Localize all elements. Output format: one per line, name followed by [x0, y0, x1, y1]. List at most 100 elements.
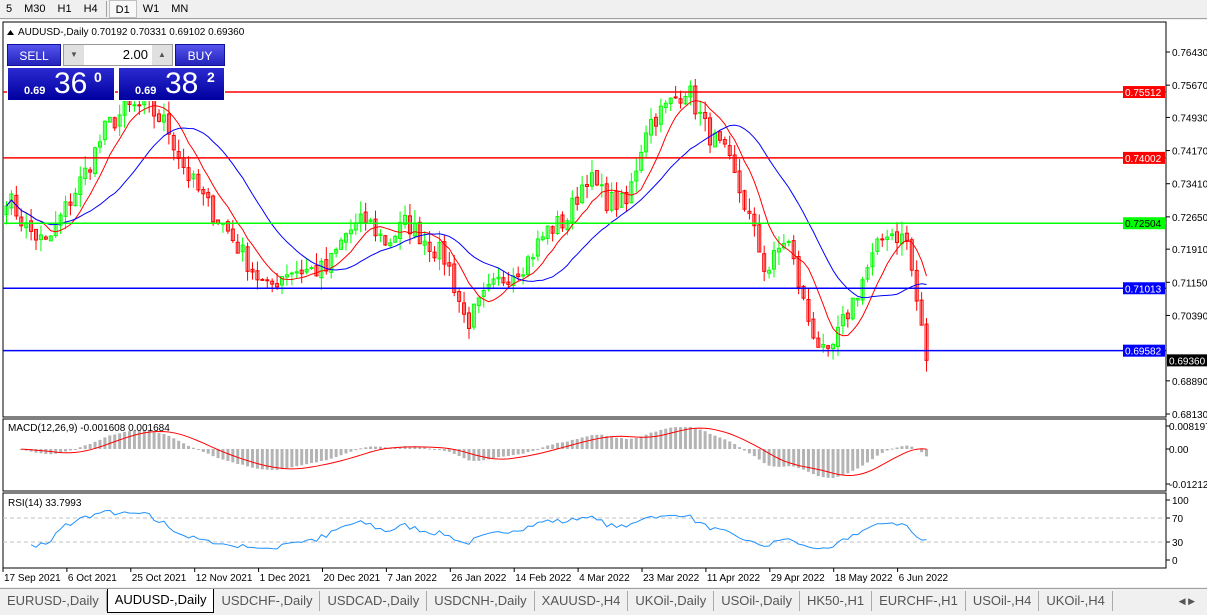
date-axis-label: 7 Jan 2022	[387, 573, 437, 584]
macd-bar	[797, 449, 801, 469]
lot-size-input[interactable]: 2.00	[122, 47, 148, 62]
chart-tab[interactable]: USDCHF-,Daily	[214, 591, 321, 611]
macd-bar	[610, 436, 614, 449]
moving-average-slow	[6, 124, 927, 299]
date-axis-label: 6 Jun 2022	[899, 573, 949, 584]
price-axis-label: 0.74930	[1172, 113, 1207, 124]
candle-body	[186, 167, 191, 181]
chart-tab[interactable]: USOil-,H4	[966, 591, 1040, 611]
sell-button[interactable]: SELL	[7, 44, 61, 66]
timeframe-d1[interactable]: D1	[108, 0, 137, 18]
candle-body	[649, 118, 654, 136]
candle-body	[275, 283, 280, 288]
lot-size-stepper[interactable]: ▼ 2.00 ▲	[63, 44, 173, 66]
macd-bar	[497, 449, 500, 458]
macd-bar	[866, 449, 869, 463]
timeframe-h1[interactable]: H1	[57, 3, 72, 15]
chart-tab[interactable]: XAUUSD-,H4	[535, 591, 629, 611]
macd-signal-line	[21, 427, 927, 477]
chart-tab[interactable]: EURCHF-,H1	[872, 591, 966, 611]
candle-body	[801, 285, 806, 299]
chart-tab[interactable]: UKOil-,H4	[1039, 591, 1113, 611]
candle-body	[157, 113, 162, 122]
macd-bar	[718, 437, 722, 449]
macd-bar	[324, 449, 328, 461]
macd-bar	[152, 431, 156, 449]
increase-lot-button[interactable]: ▲	[152, 45, 172, 65]
candle-body	[280, 276, 285, 286]
macd-bar	[378, 446, 382, 449]
candle-body	[624, 192, 629, 205]
macd-bar	[442, 449, 446, 451]
candle-body	[516, 273, 521, 277]
candle-body	[890, 233, 895, 237]
macd-bar	[457, 449, 461, 456]
macd-bar	[241, 449, 245, 465]
chart-tab[interactable]: UKOil-,Daily	[628, 591, 715, 611]
macd-bar	[708, 433, 712, 449]
candle-body	[457, 291, 462, 302]
chart-canvas[interactable]: 0.76430 0.75670 0.74930 0.74170 0.73410 0.726…	[0, 20, 1207, 587]
candle-body	[663, 102, 668, 108]
macd-bar	[516, 449, 520, 455]
buy-price-box[interactable]: 0.69 38 2	[118, 67, 225, 101]
sell-price-box[interactable]: 0.69 36 0	[7, 67, 115, 101]
macd-bar	[132, 430, 136, 449]
macd-bar	[108, 435, 112, 449]
macd-bar	[39, 449, 43, 454]
candle-body	[683, 95, 688, 105]
buy-button[interactable]: BUY	[175, 44, 225, 66]
candle-body	[816, 337, 821, 348]
candle-body	[339, 239, 344, 250]
macd-pane	[2, 418, 1167, 492]
candle-body	[865, 267, 870, 280]
candle-body	[835, 326, 840, 348]
chart-tab[interactable]: EURUSD-,Daily	[0, 591, 107, 611]
candle-body	[506, 281, 511, 285]
macd-bar	[418, 446, 422, 449]
candle-body	[678, 98, 683, 104]
candle-body	[48, 235, 53, 242]
macd-bar	[511, 449, 515, 456]
candle-body	[594, 170, 599, 186]
chart-window[interactable]: 0.76430 0.75670 0.74930 0.74170 0.73410 0.726…	[0, 20, 1207, 587]
macd-bar	[226, 449, 230, 461]
macd-bar	[162, 434, 166, 449]
candle-body	[191, 173, 196, 180]
macd-bar	[236, 449, 240, 465]
macd-bar	[590, 435, 594, 449]
macd-bar	[910, 446, 914, 449]
timeframe-m30[interactable]: M30	[24, 3, 46, 15]
timeframe-5[interactable]: 5	[6, 3, 13, 15]
macd-bar	[211, 449, 215, 457]
timeframe-h4[interactable]: H4	[83, 3, 98, 15]
chart-tab[interactable]: HK50-,H1	[800, 591, 873, 611]
macd-bar	[531, 449, 535, 451]
macd-bar	[201, 449, 205, 452]
candle-body	[235, 241, 240, 254]
timeframe-mn[interactable]: MN	[171, 3, 189, 15]
macd-bar	[920, 449, 924, 453]
chart-tab[interactable]: USDCAD-,Daily	[320, 591, 428, 611]
candle-body	[717, 131, 722, 141]
macd-bar	[68, 449, 72, 451]
timeframe-w1[interactable]: W1	[142, 3, 160, 15]
candle-body	[73, 192, 78, 207]
macd-bar	[703, 431, 707, 449]
macd-bar	[270, 449, 274, 470]
price-axis-label: 0.71150	[1172, 278, 1207, 289]
chart-tab[interactable]: USOil-,Daily	[714, 591, 800, 611]
macd-bar	[698, 429, 702, 449]
candle-body	[772, 249, 777, 270]
candle-body	[708, 117, 713, 146]
decrease-lot-button[interactable]: ▼	[64, 45, 84, 65]
chart-tab[interactable]: USDCNH-,Daily	[427, 591, 535, 611]
macd-bar	[142, 430, 146, 449]
candle-body	[496, 276, 501, 280]
collapse-triangle-icon[interactable]	[7, 30, 14, 35]
macd-bar	[334, 449, 338, 458]
tab-scroll-arrows[interactable]: ◀ ▶	[1178, 596, 1195, 606]
price-axis-label: 0.70390	[1172, 311, 1207, 322]
price-level-label: 0.74002	[1125, 154, 1162, 165]
chart-tab[interactable]: AUDUSD-,Daily	[106, 589, 215, 613]
